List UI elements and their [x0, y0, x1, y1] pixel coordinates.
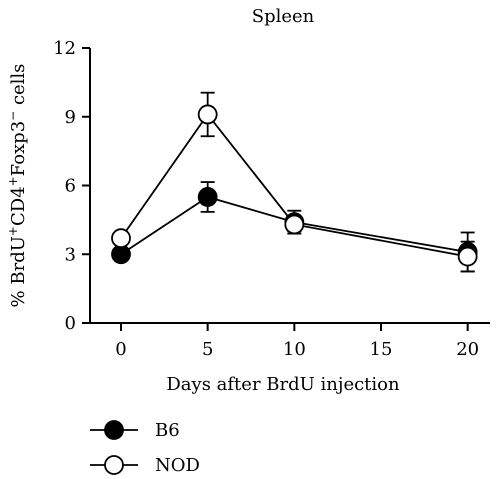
chart-title: Spleen: [252, 6, 315, 27]
y-axis-title-part-2: CD4: [8, 186, 29, 226]
y-axis-title-part-0: % BrdU: [8, 236, 29, 307]
y-tick-label-2: 6: [65, 176, 76, 197]
series-line-B6: [120, 195, 468, 256]
x-tick-label-0: 0: [115, 339, 126, 360]
plot-area: 0 3 6 9 12 0 5 10 15 20 Days after BrdU injection%…: [6, 38, 490, 395]
y-tick-label-4: 12: [53, 38, 76, 59]
y-axis-title-part-1: +: [6, 226, 20, 236]
y-tick-label-0: 0: [65, 313, 76, 334]
y-axis-title-part-3: +: [6, 176, 20, 186]
x-tick-label-3: 15: [370, 339, 393, 360]
y-axis-title-part-4: Foxp3: [8, 121, 29, 176]
point-NOD-3: [457, 246, 478, 267]
legend-label-B6: B6: [155, 420, 180, 441]
legend-marker-B6: [104, 420, 124, 440]
x-tick-label-1: 5: [202, 339, 213, 360]
x-axis-title: Days after BrdU injection: [166, 374, 400, 395]
y-axis-title-part-6: cells: [8, 64, 29, 111]
x-tick-label-4: 20: [456, 339, 479, 360]
y-tick-label-3: 9: [65, 107, 76, 128]
y-tick-label-1: 3: [65, 244, 76, 265]
point-NOD-0: [111, 228, 131, 249]
series-line-NOD: [120, 112, 468, 258]
point-B6-1: [197, 187, 218, 207]
point-NOD-1: [197, 104, 218, 125]
legend-marker-NOD: [104, 455, 124, 475]
point-NOD-2: [284, 214, 305, 235]
y-axis-title: % BrdU+CD4+Foxp3− cells: [6, 64, 29, 308]
x-tick-label-2: 10: [283, 339, 306, 360]
y-axis-title-part-5: −: [6, 111, 20, 121]
legend: B6 NOD: [90, 420, 200, 476]
legend-label-NOD: NOD: [155, 455, 200, 476]
